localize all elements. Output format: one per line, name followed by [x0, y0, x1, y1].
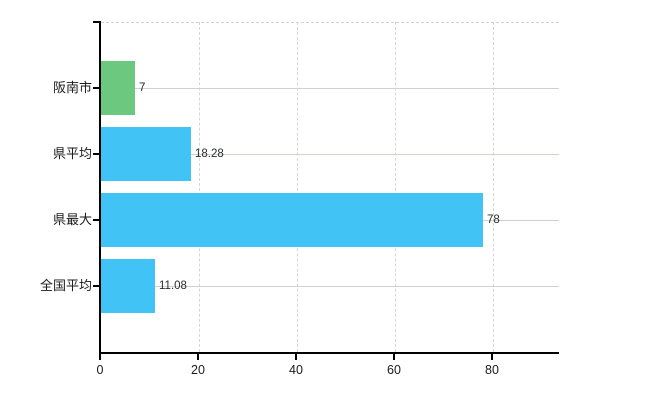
x-axis-line: [99, 352, 559, 354]
h-gridline: [101, 88, 559, 89]
x-tick-60: [393, 354, 395, 360]
bar-1[interactable]: [101, 127, 191, 181]
y-axis-top-tick: [93, 21, 100, 23]
x-tick-label-40: 40: [289, 363, 303, 377]
category-label-3: 全国平均: [39, 278, 92, 293]
y-tick-1: [93, 153, 100, 155]
bar-0[interactable]: [101, 61, 135, 115]
category-label-2: 県最大: [52, 212, 92, 227]
value-label-0: 7: [139, 82, 146, 94]
v-gridline-20: [198, 22, 200, 352]
plot-top-border: [101, 22, 559, 23]
y-tick-2: [93, 219, 100, 221]
bar-2[interactable]: [101, 193, 483, 247]
v-gridline-40: [296, 22, 298, 352]
x-tick-80: [491, 354, 493, 360]
value-label-2: 78: [487, 214, 500, 226]
bar-3[interactable]: [101, 259, 155, 313]
value-label-3: 11.08: [159, 280, 187, 292]
y-axis-line: [99, 21, 101, 353]
x-tick-40: [295, 354, 297, 360]
h-gridline: [101, 154, 559, 155]
v-gridline-80: [492, 22, 494, 352]
value-label-1: 18.28: [195, 148, 224, 160]
y-tick-0: [93, 87, 100, 89]
x-tick-label-20: 20: [191, 363, 205, 377]
category-label-1: 県平均: [52, 146, 92, 161]
x-tick-label-0: 0: [96, 363, 104, 377]
h-gridline: [101, 286, 559, 287]
x-tick-0: [99, 354, 101, 360]
x-tick-20: [197, 354, 199, 360]
category-label-0: 阪南市: [52, 80, 92, 95]
x-tick-label-60: 60: [387, 363, 401, 377]
y-tick-3: [93, 285, 100, 287]
v-gridline-60: [394, 22, 396, 352]
x-tick-label-80: 80: [485, 363, 499, 377]
